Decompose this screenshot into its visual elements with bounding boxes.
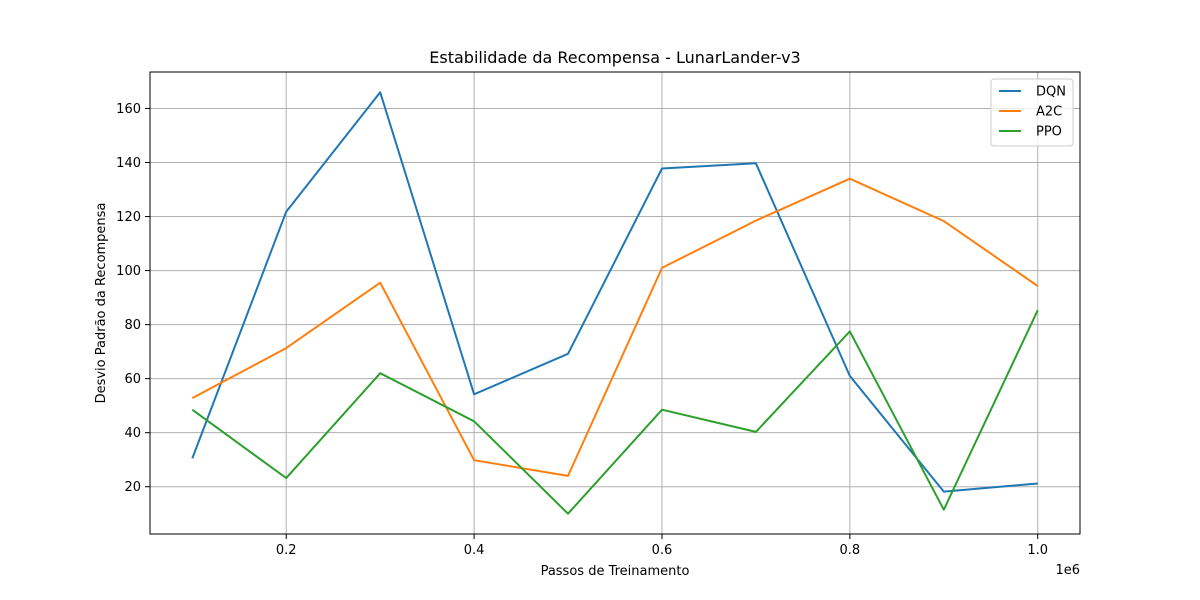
y-axis-label: Desvio Padrão da Recompensa [94, 203, 109, 404]
x-tick-label: 0.8 [840, 543, 861, 558]
y-tick-label: 120 [116, 210, 141, 225]
grid-lines [150, 72, 1080, 534]
y-tick-label: 160 [116, 102, 141, 117]
plot-frame [149, 71, 1081, 535]
legend-box [990, 78, 1074, 147]
y-tick-label: 140 [116, 156, 141, 171]
series-lines [191, 91, 1039, 515]
x-tick-label: 0.2 [276, 543, 297, 558]
legend-label-a2c: A2C [1036, 105, 1062, 120]
series-line-ppo [191, 309, 1039, 515]
chart-title: Estabilidade da Recompensa - LunarLander… [429, 48, 800, 67]
y-tick-label: 40 [124, 426, 141, 441]
series-line-a2c [191, 177, 1039, 477]
x-tick-label: 1.0 [1027, 543, 1048, 558]
series-line-dqn [191, 91, 1038, 493]
legend-label-dqn: DQN [1036, 85, 1066, 100]
x-tick-label: 0.4 [464, 543, 485, 558]
y-tick-label: 60 [124, 372, 141, 387]
y-tick-label: 100 [116, 264, 141, 279]
legend-label-ppo: PPO [1036, 125, 1062, 140]
x-axis-offset-label: 1e6 [1055, 563, 1080, 578]
axis-ticks: 0.2 0.4 0.6 0.8 1.0 20 40 60 80 100 120 140 160 [116, 102, 1048, 558]
x-axis-label: Passos de Treinamento [541, 564, 690, 579]
legend: DQN A2C PPO [990, 78, 1074, 147]
y-tick-label: 80 [124, 318, 141, 333]
x-tick-label: 0.6 [652, 543, 673, 558]
y-tick-label: 20 [124, 480, 141, 495]
